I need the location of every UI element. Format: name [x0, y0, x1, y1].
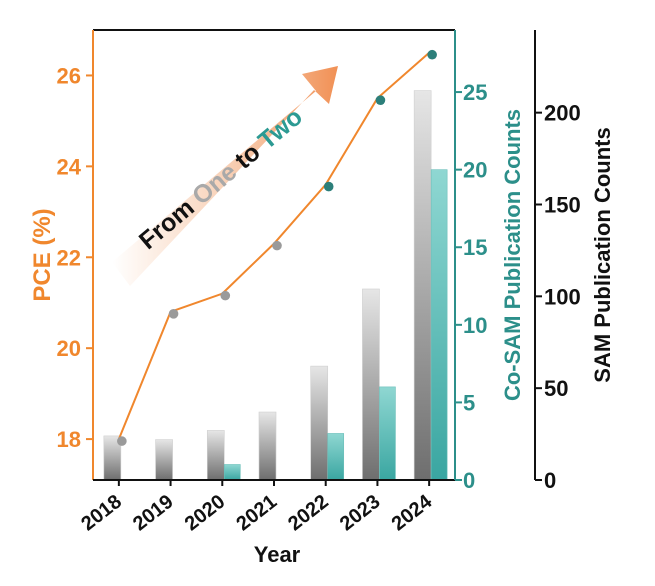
cosam-tick-label-20: 20 [463, 158, 487, 183]
y-sam-axis-title: SAM Publication Counts [590, 127, 615, 382]
sam-bar-2020 [206, 430, 225, 481]
sam-tick-label-150: 150 [544, 192, 581, 217]
sam-tick-label-100: 100 [544, 284, 581, 309]
annotation-text: From One to Two [134, 103, 308, 255]
sam-tick-label-50: 50 [544, 376, 568, 401]
x-tick-label-2022: 2022 [284, 491, 333, 536]
y-cosam-axis-title: Co-SAM Publication Counts [500, 109, 525, 401]
cosam-tick-label-0: 0 [463, 468, 475, 493]
sam-tick-label-0: 0 [544, 468, 556, 493]
x-tick-label-2023: 2023 [336, 491, 385, 536]
x-tick-label-2024: 2024 [388, 490, 437, 535]
pce-tick-label-26: 26 [57, 63, 81, 88]
pce-point-2024 [427, 49, 437, 60]
sam-bar-2024 [413, 90, 432, 481]
pce-point-2021 [272, 240, 282, 251]
x-tick-label-2021: 2021 [232, 491, 281, 536]
pce-tick-label-18: 18 [57, 427, 81, 452]
sam-tick-label-200: 200 [544, 101, 581, 126]
pce-line-layer [117, 49, 437, 446]
bars-layer [103, 90, 448, 481]
cosam-tick-label-10: 10 [463, 313, 487, 338]
cosam-bar-2020 [223, 464, 241, 481]
sam-bar-2019 [155, 439, 173, 481]
pce-point-2019 [168, 309, 179, 319]
annotation-arrow-shape [112, 66, 338, 286]
cosam-tick-label-25: 25 [463, 80, 487, 105]
pce-point-2018 [117, 436, 127, 446]
x-tick-label-2020: 2020 [181, 491, 230, 536]
y-left-axis-title: PCE (%) [29, 208, 56, 301]
pce-point-2020 [220, 290, 231, 301]
cosam-bar-2023 [379, 386, 396, 481]
cosam-bar-2022 [327, 433, 345, 481]
cosam-bar-2024 [430, 169, 448, 481]
x-tick-label-2018: 2018 [77, 491, 126, 536]
x-axis-title: Year [254, 542, 301, 567]
pce-point-2022 [323, 181, 334, 192]
pce-point-2023 [375, 95, 386, 105]
pce-tick-label-22: 22 [57, 245, 81, 270]
sam-bar-2022 [310, 365, 329, 481]
annotation-arrow [112, 66, 338, 286]
cosam-tick-label-15: 15 [463, 235, 487, 260]
sam-bar-2021 [258, 411, 277, 481]
pce-tick-label-24: 24 [57, 154, 82, 179]
x-tick-label-2019: 2019 [129, 491, 178, 536]
sam-bar-2023 [362, 288, 380, 481]
cosam-tick-label-5: 5 [463, 390, 475, 415]
pce-tick-label-20: 20 [57, 336, 81, 361]
